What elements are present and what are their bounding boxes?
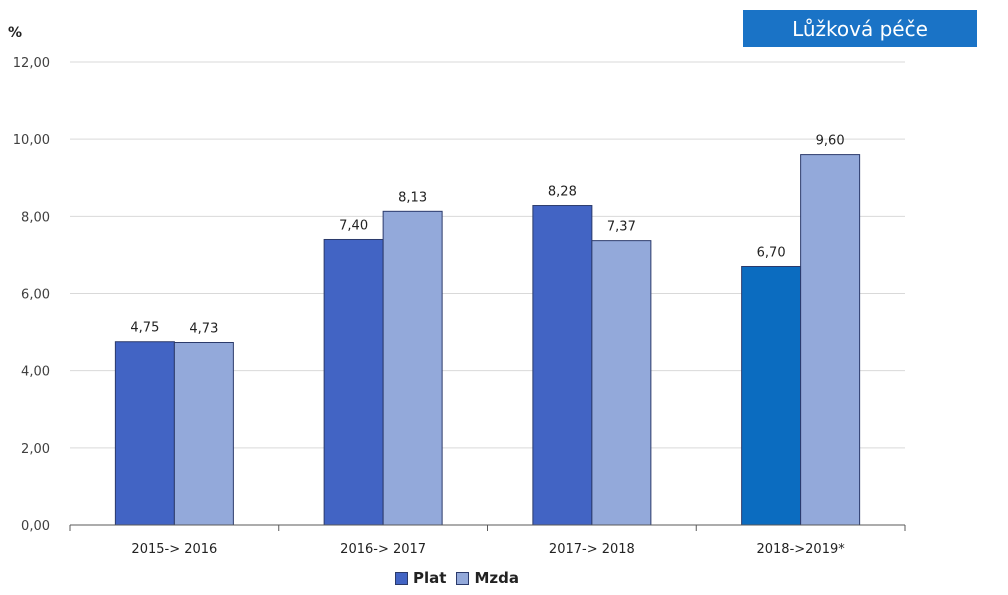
x-tick-label: 2016-> 2017 [340, 542, 426, 557]
bar-mzda [591, 240, 652, 526]
y-tick-label: 6,00 [21, 288, 50, 303]
bar-plat [323, 238, 384, 526]
x-tick-labels: 2015-> 2016 2016-> 2017 2017-> 2018 2018->2… [69, 525, 906, 557]
y-tick-label: 0,00 [21, 519, 50, 534]
bar-value-labels: 4,75 4,73 7,40 8,13 8,28 7,37 6,70 9,60 [130, 134, 844, 337]
y-tick-label: 10,00 [13, 133, 50, 148]
x-tick-label: 2015-> 2016 [131, 542, 217, 557]
section-badge: Lůžková péče [743, 10, 977, 47]
bar-mzda [800, 154, 861, 526]
section-badge-label: Lůžková péče [792, 16, 928, 41]
bar-value-label: 4,75 [130, 321, 159, 336]
y-tick-label: 8,00 [21, 210, 50, 225]
bar-mzda [173, 342, 234, 526]
bar-value-label: 8,13 [398, 190, 427, 205]
bar-value-label: 7,37 [607, 220, 636, 235]
legend-item-mzda: Mzda [456, 569, 519, 587]
legend-swatch-mzda [456, 571, 470, 585]
bar-mzda [382, 210, 443, 526]
bar-value-label: 4,73 [189, 322, 218, 337]
legend: Plat Mzda [395, 569, 529, 587]
bar-value-label: 6,70 [757, 245, 786, 260]
bar-plat [532, 205, 593, 526]
legend-label-plat: Plat [413, 569, 447, 587]
legend-item-plat: Plat [395, 569, 446, 587]
legend-swatch-plat [395, 571, 408, 585]
y-axis-label: % [8, 25, 22, 41]
y-tick-label: 4,00 [21, 365, 50, 380]
x-tick-label: 2017-> 2018 [549, 542, 635, 557]
bar-value-label: 8,28 [548, 185, 577, 200]
bar-plat [114, 341, 175, 526]
legend-label-mzda: Mzda [474, 569, 519, 587]
y-tick-label: 12,00 [13, 56, 50, 71]
bar-value-label: 7,40 [339, 218, 368, 233]
x-tick-label: 2018->2019* [756, 542, 845, 557]
y-tick-label: 2,00 [21, 442, 50, 457]
bars [114, 154, 861, 526]
y-tick-labels: 0,00 2,00 4,00 6,00 8,00 10,00 12,00 [13, 56, 50, 534]
bar-value-label: 9,60 [816, 134, 845, 149]
bar-plat [741, 265, 802, 526]
